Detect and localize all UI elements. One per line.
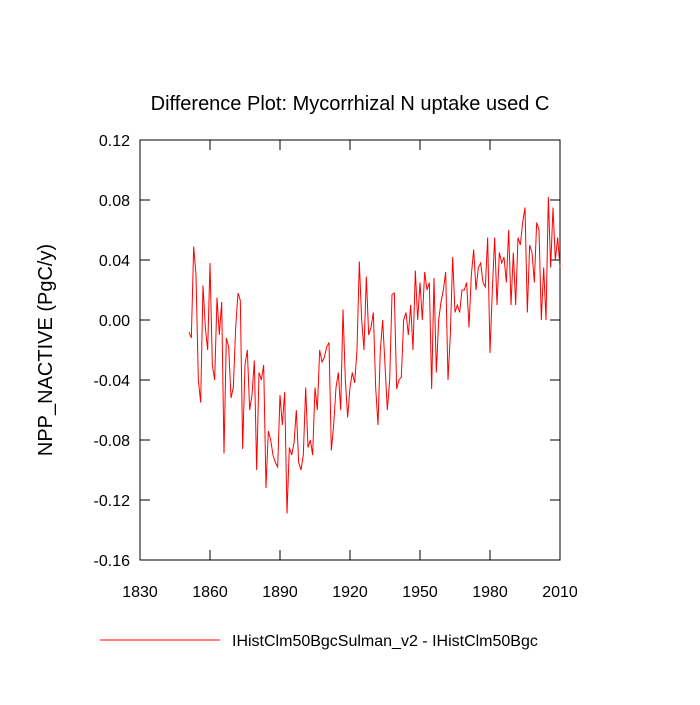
y-tick-label: -0.04 xyxy=(94,373,131,390)
x-tick-label: 1830 xyxy=(122,584,158,601)
y-tick-label: 0.04 xyxy=(99,253,130,270)
legend-label: IHistClm50BgcSulman_v2 - IHistClm50Bgc xyxy=(232,633,538,650)
y-axis-label: NPP_NACTIVE (PgC/y) xyxy=(35,244,57,456)
y-tick-label: -0.16 xyxy=(94,553,131,570)
y-tick-label: 0.12 xyxy=(99,133,130,150)
x-tick-label: 1920 xyxy=(332,584,368,601)
x-tick-label: 1890 xyxy=(262,584,298,601)
chart-title: Difference Plot: Mycorrhizal N uptake us… xyxy=(151,93,550,115)
x-tick-label: 1950 xyxy=(402,584,438,601)
x-tick-label: 1860 xyxy=(192,584,228,601)
plot-frame xyxy=(139,139,561,561)
y-tick-label: 0.08 xyxy=(99,193,130,210)
x-tick-label: 2010 xyxy=(542,584,578,601)
x-tick-label: 1980 xyxy=(472,584,508,601)
y-tick-label: 0.00 xyxy=(99,313,130,330)
y-tick-label: -0.12 xyxy=(94,493,131,510)
y-tick-label: -0.08 xyxy=(94,433,131,450)
data-line xyxy=(188,196,561,514)
